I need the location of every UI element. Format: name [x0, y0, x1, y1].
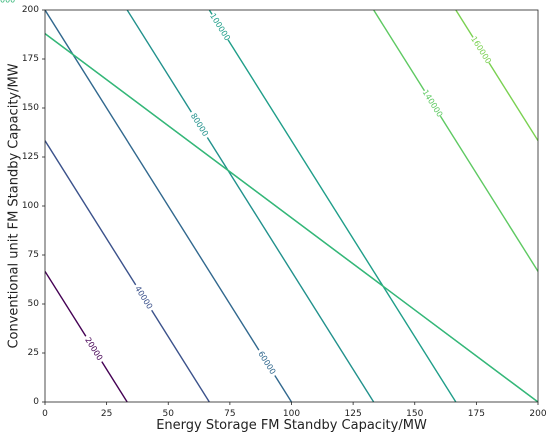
y-tick-label: 100	[22, 201, 39, 211]
x-tick-label: 200	[529, 409, 546, 419]
contour-line-160000-b	[455, 10, 474, 38]
x-tick-label: 100	[283, 409, 300, 419]
contour-line-140000-b	[373, 10, 426, 92]
contour-label-80000: 80000	[189, 112, 210, 138]
y-tick-label: 200	[22, 5, 39, 15]
contour-line-80000-b	[126, 10, 192, 113]
contour-line-20000-b	[101, 361, 128, 402]
contour-line-80000-a	[206, 137, 375, 402]
y-tick-label: 25	[28, 348, 39, 358]
contour-label-20000: 20000	[83, 336, 104, 362]
contour-line-20000-a	[45, 270, 87, 337]
y-tick-label: 75	[28, 250, 39, 260]
contour-label-140000: 140000	[420, 88, 444, 119]
plot-frame	[44, 9, 539, 403]
x-tick-label: 150	[406, 409, 423, 419]
contour-lines	[45, 10, 538, 402]
x-tick-label: 75	[224, 409, 235, 419]
contour-line-40000-a	[45, 140, 137, 286]
contour-label-120000: 120000	[0, 0, 15, 5]
contour-line-60000-a	[45, 10, 260, 351]
contour-line-100000-a	[227, 39, 457, 402]
y-axis-ticks: 0 25 50 75 100 125 150 175 200	[22, 5, 45, 407]
y-tick-label: 50	[28, 299, 40, 309]
y-tick-label: 150	[22, 103, 39, 113]
x-tick-label: 0	[42, 409, 48, 419]
contour-line-60000-b	[274, 375, 293, 402]
contour-line-100000-b	[208, 10, 213, 15]
contour-label-40000: 40000	[133, 284, 154, 310]
contour-line-140000-a	[439, 115, 538, 272]
y-axis-label: Conventional unit FM Standby Capacity/MW	[7, 63, 22, 348]
contour-label-100000: 100000	[208, 12, 232, 43]
contour-line-40000-b	[151, 309, 210, 402]
contour-line-160000-a	[488, 62, 538, 142]
x-axis-ticks: 0 25 50 75 100 125 150 175 200	[42, 402, 547, 419]
x-tick-label: 50	[163, 409, 175, 419]
x-tick-label: 25	[101, 409, 112, 419]
x-axis-label: Energy Storage FM Standby Capacity/MW	[156, 418, 427, 433]
x-tick-label: 125	[345, 409, 362, 419]
y-tick-label: 175	[22, 54, 39, 64]
y-tick-label: 0	[33, 397, 39, 407]
contour-label-160000: 160000	[469, 35, 493, 66]
contour-line-120000-b	[45, 32, 538, 402]
contour-label-60000: 60000	[256, 350, 277, 376]
x-tick-label: 175	[468, 409, 485, 419]
y-tick-label: 125	[22, 152, 39, 162]
